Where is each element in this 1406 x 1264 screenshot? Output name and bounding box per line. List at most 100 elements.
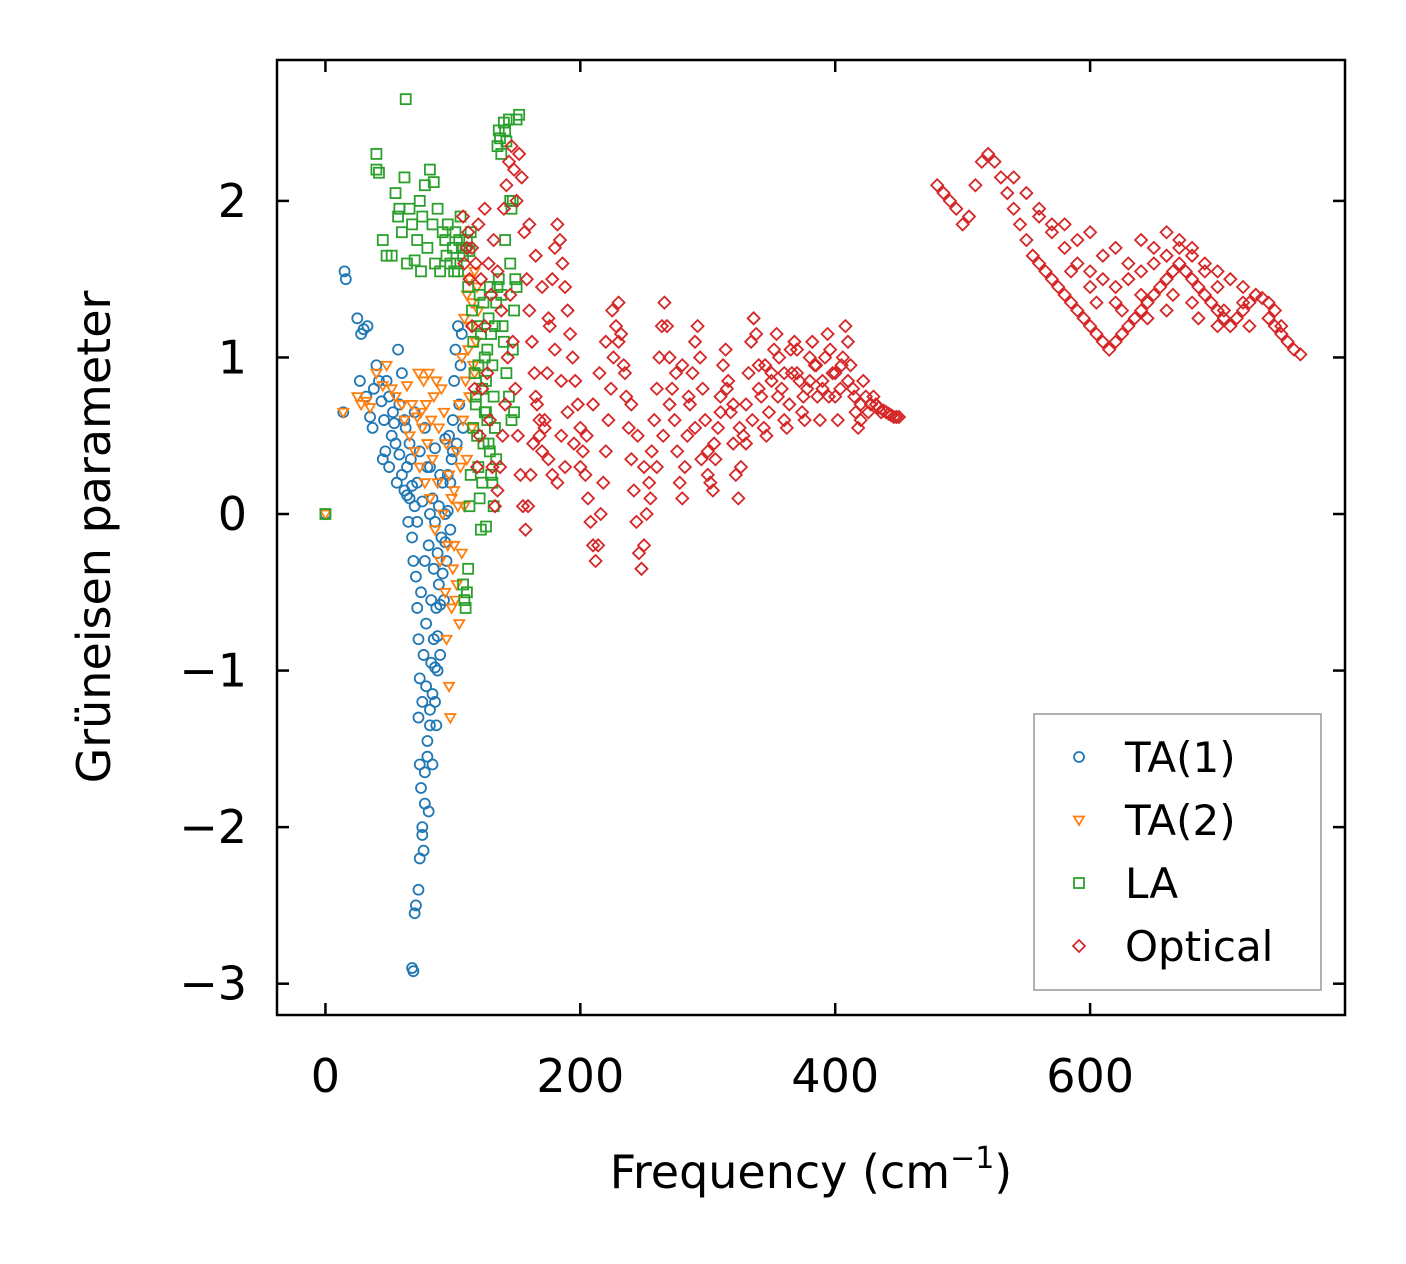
point-ta-2: [453, 462, 468, 474]
point-la: [466, 304, 478, 317]
point-optical: [782, 397, 797, 412]
point-la: [462, 562, 475, 575]
point-optical: [539, 365, 555, 381]
point-ta-2: [350, 392, 364, 404]
point-optical: [980, 146, 996, 162]
point-optical: [617, 365, 633, 381]
x-axis-label: Frequency (cm−1): [610, 1141, 1013, 1199]
point-optical: [520, 498, 536, 514]
point-ta-2: [418, 478, 432, 490]
series-optical: [455, 138, 1308, 577]
point-optical: [593, 506, 608, 522]
point-optical: [1261, 295, 1276, 310]
point-ta-2: [445, 603, 459, 615]
point-ta-1: [406, 479, 418, 492]
point-optical: [723, 404, 738, 420]
point-ta-2: [465, 298, 479, 310]
point-optical: [519, 271, 535, 287]
point-ta-2: [448, 595, 462, 607]
point-ta-2: [460, 454, 474, 466]
point-ta-1: [417, 649, 430, 661]
point-optical: [1235, 279, 1251, 295]
point-optical: [1216, 311, 1232, 326]
point-optical: [827, 365, 843, 381]
point-optical: [1082, 264, 1098, 279]
point-optical: [697, 412, 713, 428]
point-optical: [889, 409, 904, 425]
legend-label-la: LA: [1125, 859, 1178, 908]
point-ta-1: [434, 598, 447, 611]
point-ta-1: [415, 782, 427, 794]
point-ta-1: [411, 602, 424, 614]
point-optical: [1210, 264, 1225, 279]
point-ta-1: [427, 562, 440, 575]
point-ta-1: [406, 531, 418, 544]
point-optical: [1031, 256, 1047, 271]
point-optical: [756, 420, 772, 436]
point-la: [480, 520, 492, 533]
point-optical: [510, 428, 526, 444]
point-optical: [1159, 224, 1174, 240]
point-optical: [1006, 201, 1021, 217]
point-optical: [550, 217, 565, 232]
point-ta-1: [431, 664, 444, 677]
point-optical: [626, 483, 642, 498]
point-ta-2: [427, 392, 441, 404]
point-optical: [700, 444, 716, 459]
point-ta-2: [422, 368, 436, 380]
point-ta-1: [430, 719, 443, 732]
point-optical: [1184, 271, 1200, 287]
legend-label-ta-1: TA(1): [1124, 733, 1236, 782]
point-la: [464, 226, 477, 239]
point-ta-1: [395, 367, 408, 380]
point-optical: [515, 498, 531, 514]
point-ta-1: [339, 273, 352, 286]
point-optical: [1019, 185, 1034, 201]
point-optical: [1140, 295, 1155, 310]
point-ta-2: [318, 509, 333, 521]
point-ta-1: [446, 445, 459, 458]
point-ta-1: [410, 570, 422, 583]
point-optical: [585, 538, 601, 553]
point-optical: [796, 389, 811, 404]
plot-frame: [275, 58, 1347, 1017]
point-optical: [1165, 287, 1181, 303]
point-optical: [687, 420, 703, 436]
point-la: [373, 166, 385, 179]
point-optical: [1146, 256, 1162, 271]
point-optical: [863, 397, 879, 412]
point-optical: [738, 397, 754, 412]
point-optical: [794, 404, 810, 420]
point-optical: [761, 404, 777, 420]
point-optical: [1197, 287, 1213, 303]
point-optical: [680, 428, 695, 444]
point-optical: [745, 412, 760, 428]
point-optical: [751, 358, 767, 373]
point-optical: [486, 232, 501, 248]
point-optical: [757, 358, 773, 373]
point-optical: [1274, 326, 1289, 342]
point-optical: [590, 538, 606, 553]
data-points: [318, 93, 1308, 978]
point-optical: [667, 412, 682, 428]
point-la: [506, 195, 519, 207]
point-optical: [746, 311, 761, 326]
point-optical: [1248, 287, 1264, 303]
point-optical: [471, 217, 486, 232]
point-optical: [687, 334, 703, 350]
point-optical: [1063, 264, 1079, 279]
point-la: [505, 202, 518, 215]
point-optical: [1063, 295, 1079, 310]
point-optical: [987, 154, 1002, 170]
point-optical: [968, 177, 983, 193]
point-ta-2: [397, 415, 412, 427]
point-optical: [649, 459, 665, 475]
point-ta-1: [392, 343, 404, 356]
point-optical: [1267, 303, 1283, 318]
point-ta-2: [402, 431, 417, 443]
point-optical: [733, 459, 749, 475]
point-optical: [1229, 311, 1244, 326]
point-optical: [553, 428, 569, 444]
point-la: [389, 187, 402, 199]
